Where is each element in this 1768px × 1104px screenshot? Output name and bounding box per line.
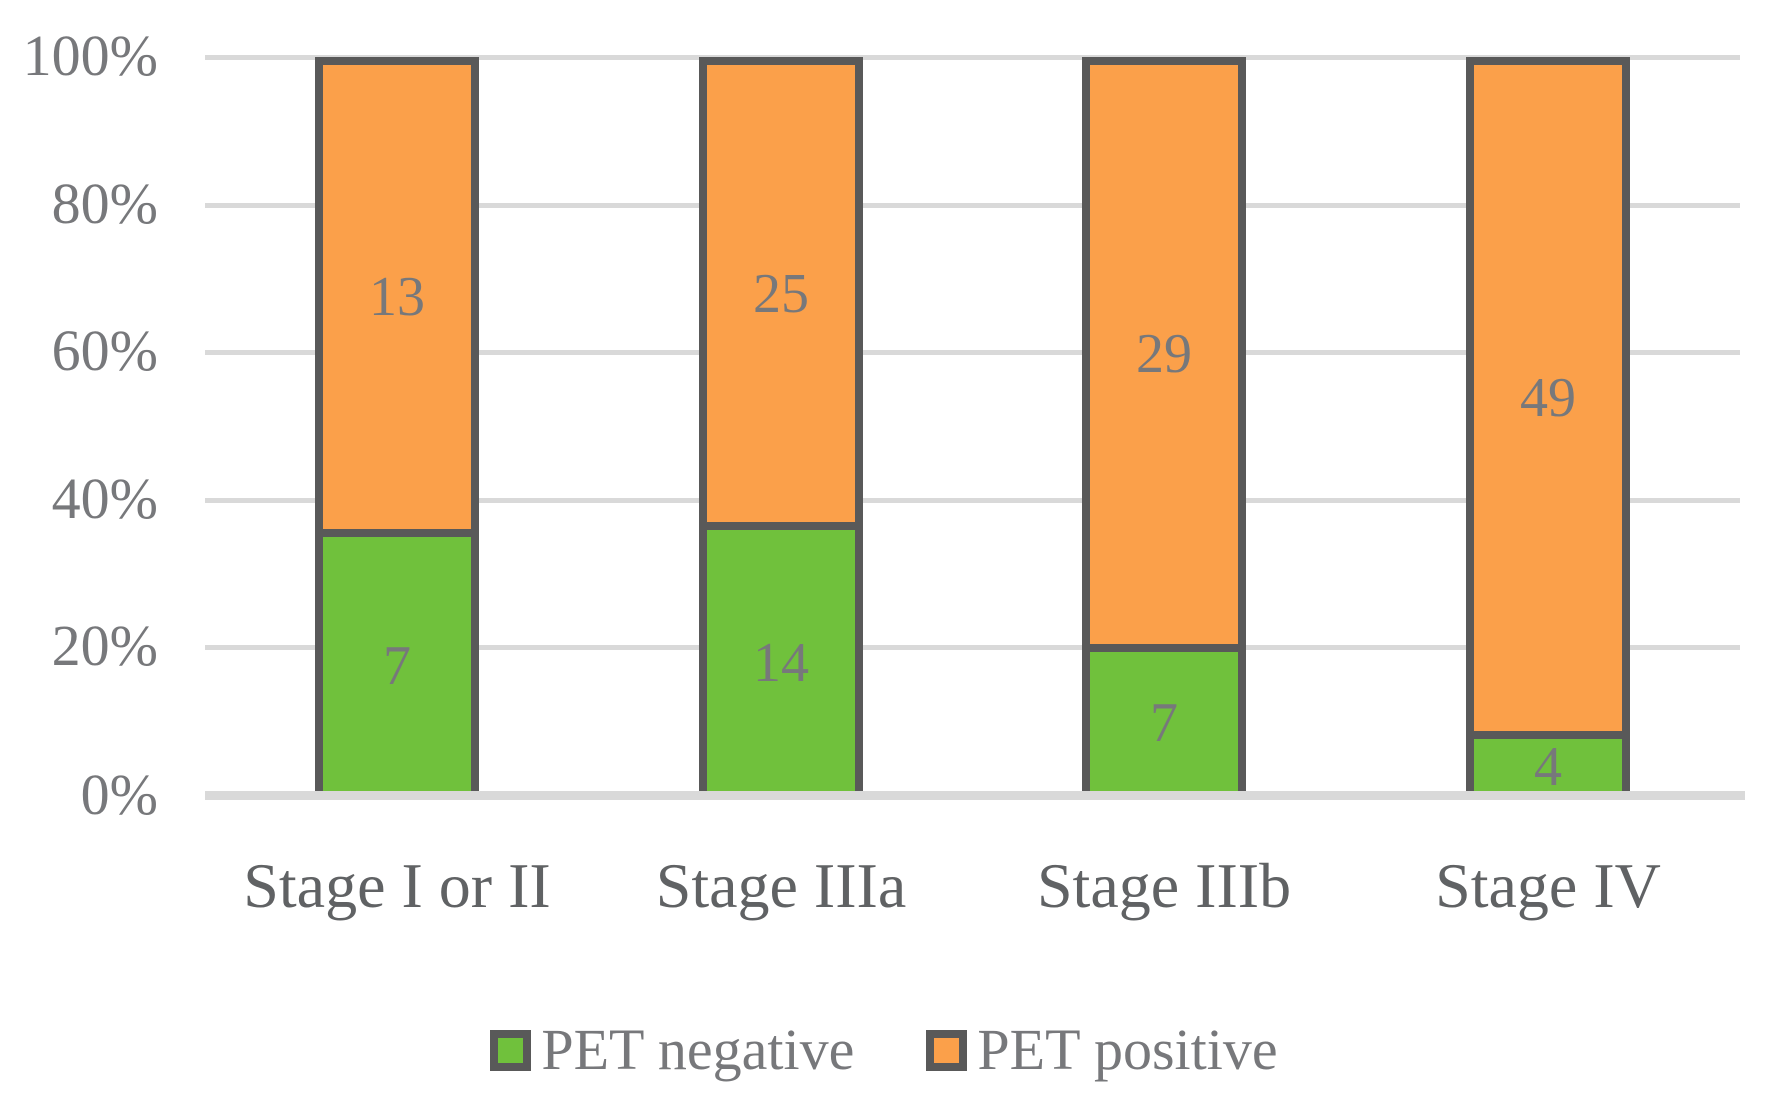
gridline [205,203,1740,208]
legend-item: PET negative [490,1021,854,1079]
y-axis-label: 20% [51,612,158,678]
gridline [205,498,1740,503]
legend-item: PET positive [926,1017,1278,1082]
data-label: 25 [753,263,809,325]
bar-segment-pet-positive [315,57,479,537]
legend-swatch-pet-positive-icon [926,1029,968,1071]
y-axis-label: 40% [51,465,158,531]
gridline [205,55,1740,60]
category-label: Stage IIIb [1036,850,1292,921]
bar-segment-pet-positive [1082,57,1246,652]
data-label: 7 [383,635,411,697]
data-label: 13 [369,266,425,328]
data-label: 29 [1136,323,1192,385]
category-label: Stage I or II [243,850,551,921]
y-axis-label: 60% [51,317,158,383]
bar-segment-pet-positive [1466,57,1630,739]
legend-swatch-pet-negative-icon [490,1029,532,1071]
data-label: 7 [1150,692,1178,754]
category-label: Stage IIIa [655,850,907,921]
data-label: 14 [753,632,809,694]
bar-segment-pet-negative [315,537,479,795]
x-axis-line [205,791,1745,800]
data-label: 4 [1534,736,1562,798]
legend-label: PET positive [977,1017,1278,1082]
gridline [205,350,1740,355]
y-axis-label: 0% [80,761,158,827]
bar-segment-pet-negative [1082,652,1246,796]
y-axis-label: 100% [22,22,158,88]
data-label: 49 [1520,367,1576,429]
legend: PET negative PET positive [0,1012,1768,1088]
bar-segment-pet-negative [1466,739,1630,795]
category-label: Stage IV [1435,850,1661,921]
y-axis-label: 80% [51,170,158,236]
legend-label: PET negative [541,1017,855,1082]
gridline [205,645,1740,650]
bar-segment-pet-negative [699,530,863,795]
bar-segment-pet-positive [699,57,863,530]
